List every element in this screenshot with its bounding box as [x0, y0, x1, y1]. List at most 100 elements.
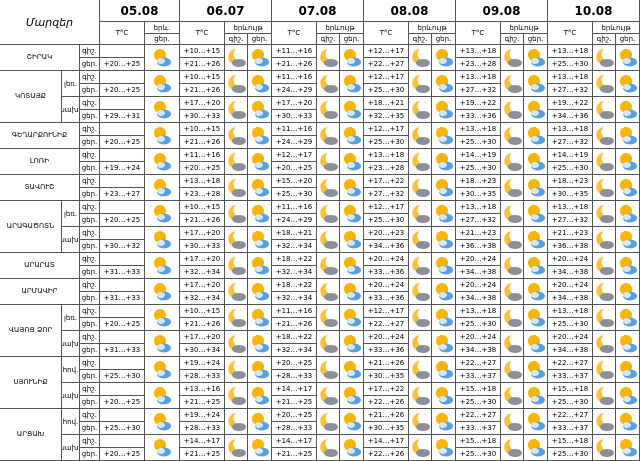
- temp-day: +30…+35: [364, 422, 409, 435]
- temp-night: [100, 409, 145, 422]
- temp-night: +20…+24: [456, 331, 501, 344]
- weather-icon: [154, 153, 171, 171]
- temp-night: +17…+22: [364, 175, 409, 188]
- icon-cell: [225, 253, 248, 279]
- icon-cell: [317, 383, 340, 409]
- weather-icon: [596, 127, 614, 145]
- region-name: ՍՅՈՒՆԻՔ: [0, 357, 62, 409]
- icon-cell: [317, 201, 340, 227]
- weather-icon: [228, 75, 246, 93]
- icon-cell: [248, 331, 272, 357]
- weather-icon: [252, 101, 269, 119]
- temp-night: [100, 383, 145, 396]
- night-label: գիշ.: [80, 71, 100, 84]
- weather-icon: [436, 413, 453, 431]
- weather-icon: [620, 387, 637, 405]
- icon-cell: [524, 409, 548, 435]
- weather-icon: [504, 361, 522, 379]
- weather-icon: [228, 283, 246, 301]
- weather-icon: [528, 361, 545, 379]
- temp-day: +23…+27: [100, 188, 145, 201]
- weather-icon: [228, 179, 246, 197]
- icon-cell: [145, 71, 180, 97]
- temp-night: +18…+23: [456, 175, 501, 188]
- icon-cell: [340, 357, 364, 383]
- weather-icon: [620, 439, 637, 457]
- night-header: գիշ.: [409, 34, 432, 45]
- weather-icon: [252, 49, 269, 67]
- temp-night: +15…+18: [456, 435, 501, 448]
- day-header: ցեր.: [616, 34, 640, 45]
- icon-cell: [524, 383, 548, 409]
- temp-night: +18…+22: [272, 279, 317, 292]
- weather-icon: [154, 309, 171, 327]
- weather-icon: [596, 75, 614, 93]
- icon-cell: [409, 71, 432, 97]
- icon-cell: [225, 357, 248, 383]
- day-header: ցեր.: [248, 34, 272, 45]
- icon-cell: [409, 409, 432, 435]
- weather-icon: [596, 205, 614, 223]
- icon-cell: [432, 175, 456, 201]
- icon-cell: [145, 45, 180, 71]
- temp-night: [100, 357, 145, 370]
- region-name: ՎԱՅՈՑ ՁՈՐ: [0, 305, 62, 357]
- weather-icon: [252, 205, 269, 223]
- icon-cell: [501, 253, 524, 279]
- temp-night: +20…+24: [364, 279, 409, 292]
- weather-icon: [528, 309, 545, 327]
- temp-day: +27…+32: [548, 136, 593, 149]
- temp-day: +22…+26: [364, 396, 409, 409]
- icon-cell: [409, 45, 432, 71]
- weather-icon: [344, 439, 361, 457]
- sub-region: հով.: [62, 357, 80, 383]
- icon-cell: [248, 201, 272, 227]
- weather-icon: [344, 387, 361, 405]
- temp-night: +17…+20: [180, 253, 225, 266]
- temp-night: +17…+20: [180, 279, 225, 292]
- weather-icon: [436, 335, 453, 353]
- weather-icon: [228, 387, 246, 405]
- weather-icon: [344, 205, 361, 223]
- temp-day: +25…+30: [548, 162, 593, 175]
- temp-day: +27…+32: [548, 214, 593, 227]
- region-name: ՇԻՐԱԿ: [0, 45, 80, 71]
- icon-cell: [501, 227, 524, 253]
- temp-day: +33…+36: [456, 110, 501, 123]
- temp-day: +25…+30: [364, 136, 409, 149]
- icon-cell: [409, 175, 432, 201]
- icon-cell: [432, 383, 456, 409]
- temp-night: [100, 175, 145, 188]
- weather-icon: [528, 127, 545, 145]
- weather-icon: [252, 179, 269, 197]
- weather-icon: [596, 439, 614, 457]
- date-header: 09.08: [456, 0, 548, 22]
- weather-icon: [596, 335, 614, 353]
- icon-cell: [501, 97, 524, 123]
- region-name: ԱՐԱՐԱՏ: [0, 253, 80, 279]
- weather-icon: [504, 413, 522, 431]
- temp-night: +19…+22: [456, 97, 501, 110]
- icon-cell: [248, 71, 272, 97]
- weather-icon: [344, 179, 361, 197]
- icon-cell: [524, 331, 548, 357]
- weather-icon: [154, 257, 171, 275]
- date-header: 07.08: [272, 0, 364, 22]
- weather-icon: [504, 309, 522, 327]
- temp-day: +34…+36: [548, 110, 593, 123]
- weather-icon: [504, 101, 522, 119]
- icon-cell: [145, 357, 180, 383]
- temp-day: +20…+25: [100, 84, 145, 97]
- weather-icon: [344, 75, 361, 93]
- weather-icon: [436, 283, 453, 301]
- weather-icon: [620, 231, 637, 249]
- icon-cell: [524, 149, 548, 175]
- icon-cell: [225, 279, 248, 305]
- weather-icon: [154, 127, 171, 145]
- temp-night: +20…+24: [364, 331, 409, 344]
- temp-day: +33…+37: [548, 370, 593, 383]
- weather-icon: [620, 335, 637, 353]
- temp-day: +30…+33: [180, 240, 225, 253]
- weather-icon: [596, 413, 614, 431]
- temp-header: T°C: [548, 22, 593, 45]
